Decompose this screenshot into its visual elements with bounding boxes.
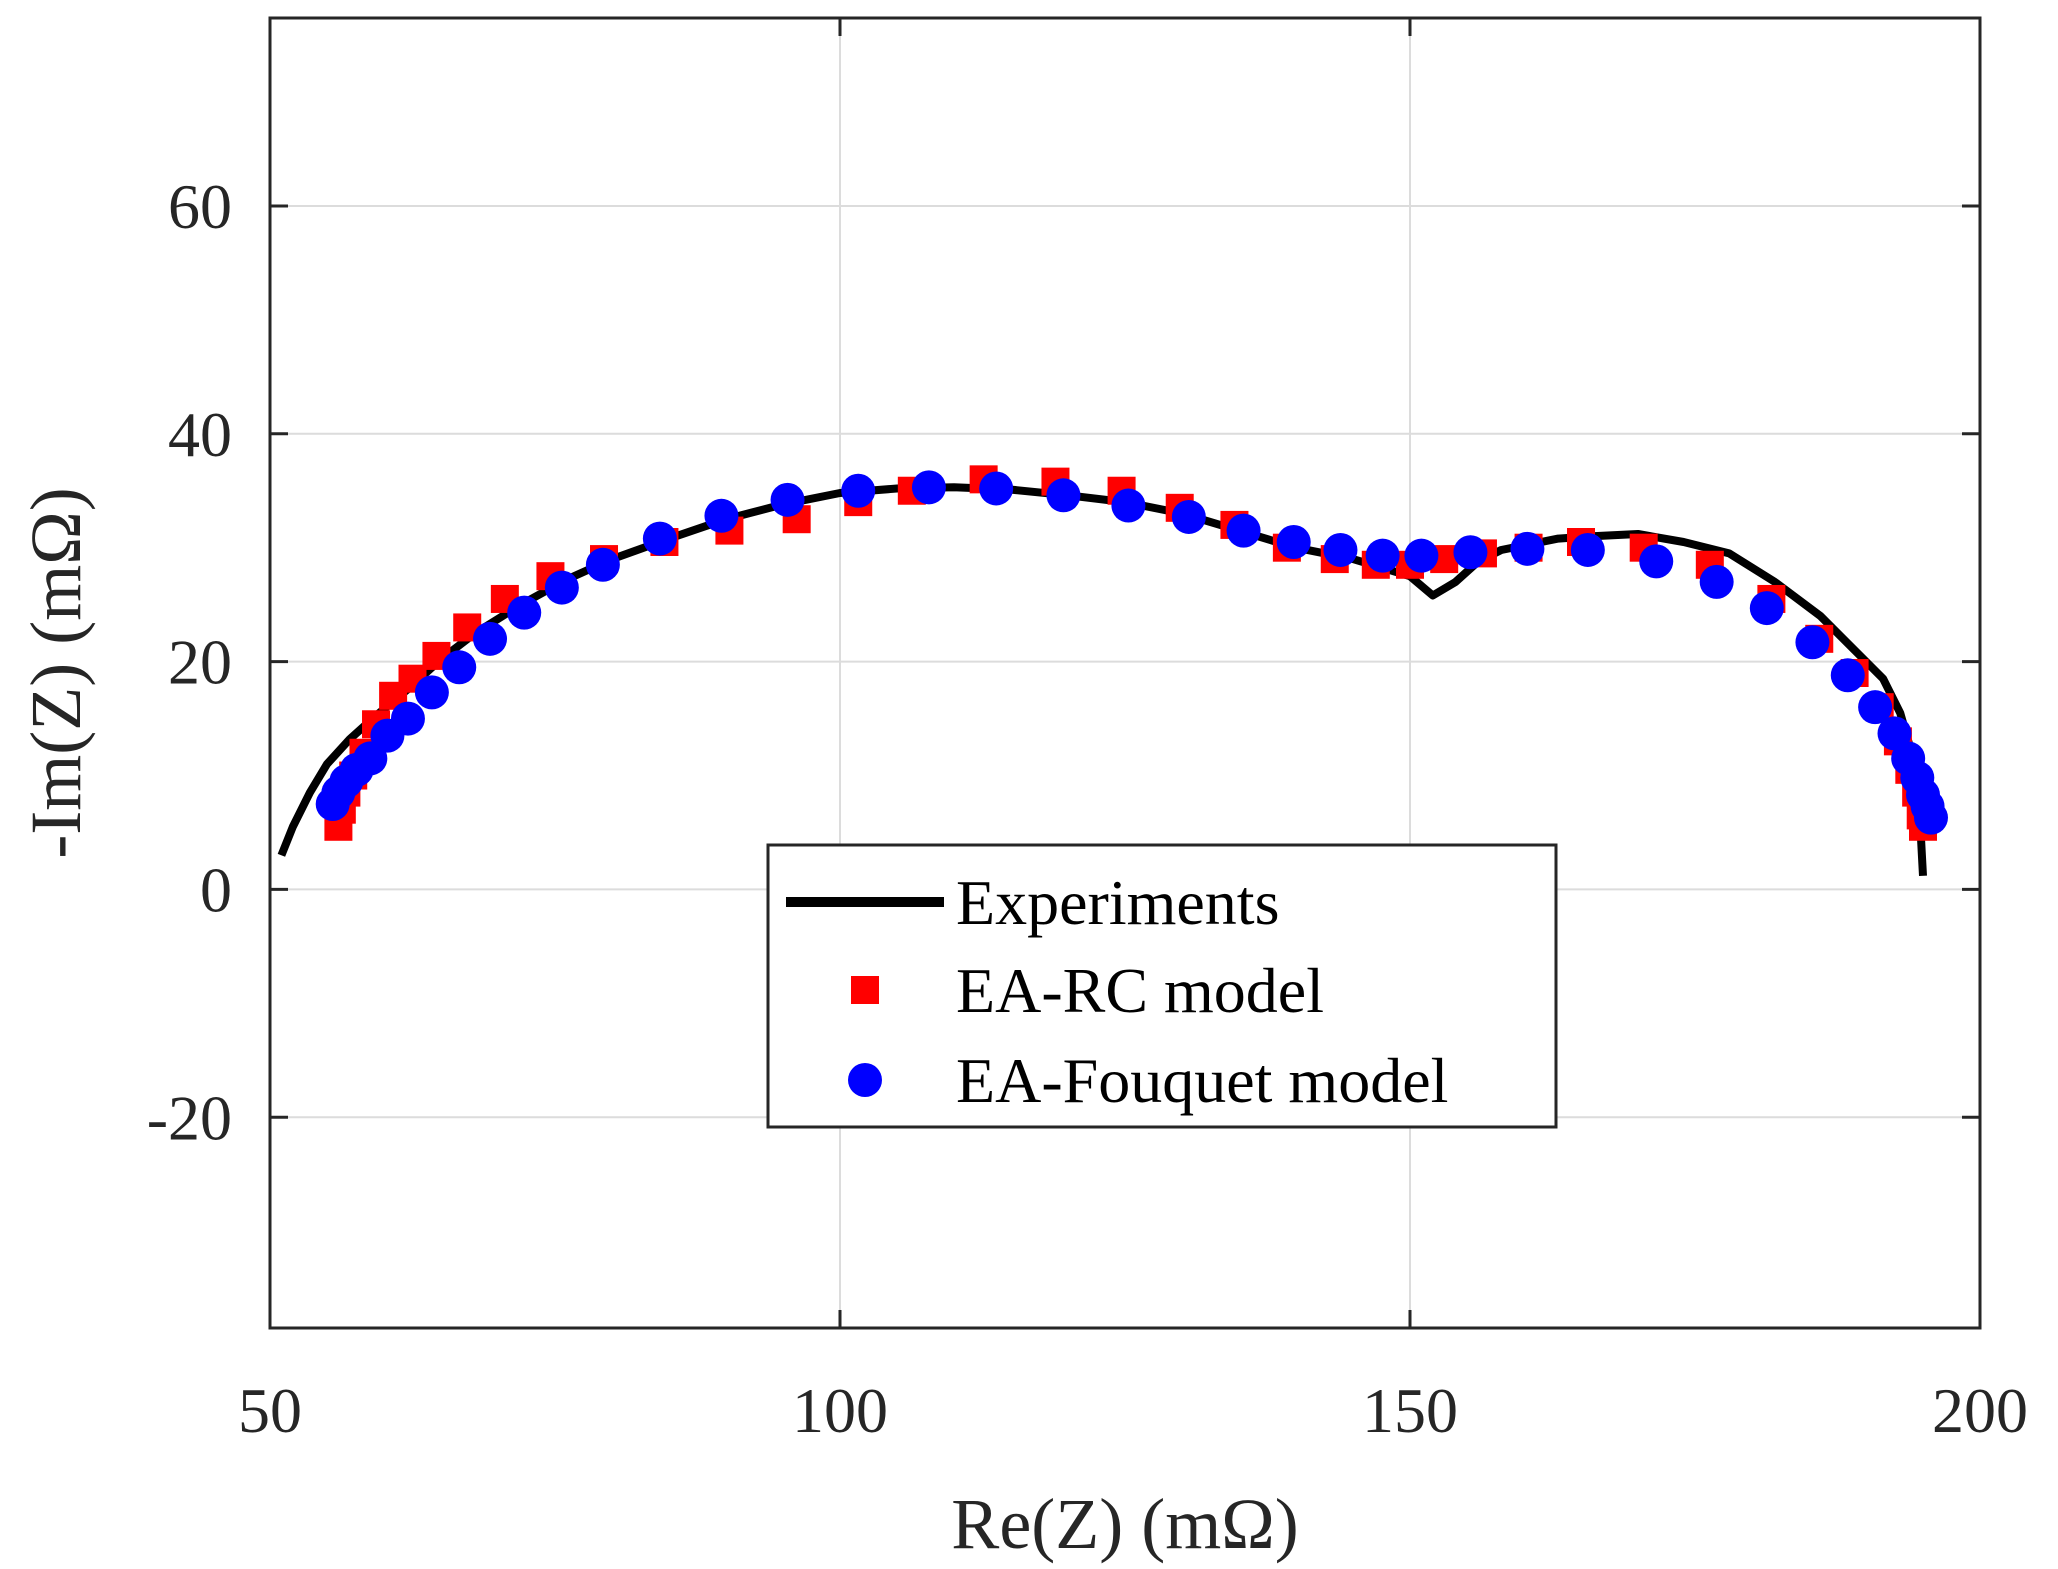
ea-fouquet-point [442,650,477,685]
y-tick-label: 20 [168,627,232,698]
ea-fouquet-point [1046,478,1081,513]
y-tick-label: 60 [168,171,232,242]
tick-labels: 50 100 150 200 -20 0 20 40 60 [147,171,2028,1446]
experiments-line [277,483,1927,877]
ea-fouquet-point [585,547,620,582]
ea-fouquet-point [1749,591,1784,626]
y-tick-label: 0 [200,854,232,925]
ea-fouquet-point [1171,499,1206,534]
ea-fouquet-point [1830,658,1865,693]
ea-fouquet-point [1276,525,1311,559]
series-layer [277,465,1948,877]
ea-fouquet-point [979,471,1014,506]
ea-fouquet-point [1111,488,1146,523]
x-tick-label: 150 [1362,1375,1458,1446]
ea-fouquet-point [1365,538,1400,573]
ea-fouquet-point [1404,538,1439,573]
x-axis-label: Re(Z) (mΩ) [951,1484,1298,1564]
ea-fouquet-point [1226,513,1261,548]
ea-fouquet-point [704,498,739,533]
series-ea-fouquet-model [315,470,1948,835]
plot-area [268,16,1982,1330]
ea-fouquet-point [1858,690,1893,725]
legend-label-ea-rc: EA-RC model [956,955,1324,1026]
x-tick-label: 200 [1932,1375,2028,1446]
ea-fouquet-point [1639,544,1674,579]
legend-box [766,843,1558,1129]
ea-fouquet-point [1323,532,1358,567]
ea-fouquet-point [1795,625,1830,660]
legend-label-experiments: Experiments [956,867,1279,938]
ea-fouquet-point [473,621,508,656]
ea-fouquet-point [507,595,542,630]
ea-fouquet-point [544,570,579,605]
legend-marker-ea-fouquet [848,1063,882,1097]
series-experiments [277,483,1927,877]
y-tick-label: -20 [147,1082,232,1153]
y-axis-label: -Im(Z) (mΩ) [16,487,96,858]
ea-fouquet-point [1913,800,1948,835]
ea-fouquet-point [1877,716,1912,751]
ea-fouquet-point [414,675,449,710]
ea-fouquet-point [841,473,876,508]
ea-fouquet-point [911,470,946,505]
legend: Experiments EA-RC model EA-Fouquet model [766,843,1558,1129]
plot-background [270,18,1980,1328]
ticks [268,18,1982,1328]
ea-fouquet-point [1453,535,1488,570]
x-tick-label: 100 [792,1375,888,1446]
y-tick-label: 40 [168,399,232,470]
ea-fouquet-point [390,701,425,736]
plot-frame [268,16,1982,1330]
ea-fouquet-point [642,521,677,556]
legend-marker-ea-rc [851,976,879,1004]
ea-fouquet-point [1699,564,1734,599]
x-tick-label: 50 [238,1375,302,1446]
ea-fouquet-point [1570,532,1605,567]
ea-fouquet-point [1510,531,1545,566]
legend-label-ea-fouquet: EA-Fouquet model [956,1045,1448,1116]
ea-fouquet-point [770,482,805,517]
